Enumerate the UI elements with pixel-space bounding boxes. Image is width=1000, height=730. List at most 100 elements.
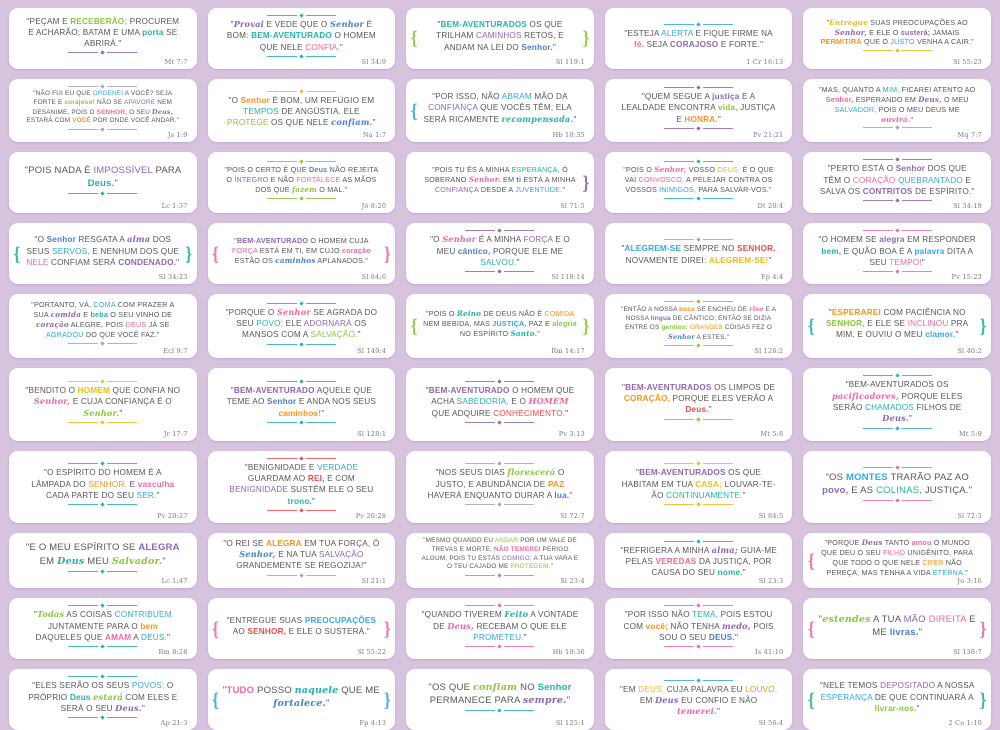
verse-card: "Provai E VEDE QUE O Senhor É BOM: BEM-A… <box>207 8 396 69</box>
flourish-ornament: { <box>807 550 816 572</box>
divider-ornament <box>267 89 336 94</box>
divider-ornament <box>267 159 336 164</box>
verse-reference: Sl 128:1 <box>357 429 387 438</box>
divider-ornament <box>465 461 534 466</box>
verse-text: "NOS SEUS DIAS florescerá O JUSTO, E ABU… <box>427 467 573 500</box>
verse-card: "PERTO ESTÁ O Senhor DOS QUE TÊM O CORAÇ… <box>803 152 991 214</box>
verse-text: "O Senhor RESGATA A alma DOS SEUS SERVOS… <box>26 234 180 267</box>
divider-ornament <box>68 191 137 196</box>
verse-text: "BEM-AVENTURADO AQUELE QUE TEME AO Senho… <box>226 386 377 418</box>
verse-reference: Lc 1:37 <box>161 202 188 211</box>
verse-card: "BEM-AVENTURADOS OS LIMPOS DE CORAÇÃO, P… <box>604 368 793 441</box>
verse-reference: Jo 3:16 <box>957 577 982 586</box>
verse-reference: Sl 34:23 <box>158 273 188 282</box>
verse-card: "EM DEUS, CUJA PALAVRA EU LOUVO, EM Deus… <box>604 669 793 730</box>
divider-ornament <box>267 572 336 578</box>
verse-reference: Sl 55:22 <box>357 648 387 657</box>
divider-ornament <box>68 502 137 507</box>
divider-ornament <box>267 301 336 306</box>
verse-card: "BEM-AVENTURADO O HOMEM CUJA FORÇA ESTÁ … <box>207 223 396 285</box>
flourish-ornament: { <box>211 618 220 640</box>
flourish-ornament: } <box>582 172 590 194</box>
divider-ornament <box>465 603 534 608</box>
verse-card: "BEM-AVENTURADO O HOMEM QUE ACHA SABEDOR… <box>406 368 594 441</box>
verse-reference: Rm 14:17 <box>551 347 585 356</box>
divider-ornament <box>664 299 733 304</box>
verse-card: "PORQUE O Senhor SE AGRADA DO SEU POVO; … <box>207 294 396 359</box>
verse-text: "EM DEUS, CUJA PALAVRA EU LOUVO, EM Deus… <box>619 684 778 717</box>
verse-text: "O REI SE ALEGRA EM TUA FORÇA, Ó Senhor,… <box>223 538 380 571</box>
verse-card: "O HOMEM SE alegra EM RESPONDER bem, E Q… <box>803 223 991 285</box>
verse-card: "O REI SE ALEGRA EM TUA FORÇA, Ó Senhor,… <box>207 532 396 589</box>
verse-card: "ENTÃO A NOSSA boca SE ENCHEU DE riso E … <box>604 294 793 359</box>
verse-text: "BEM-AVENTURADO O HOMEM CUJA FORÇA ESTÁ … <box>231 236 371 266</box>
divider-ornament <box>664 416 733 422</box>
flourish-ornament: } <box>979 618 987 640</box>
verse-reference: Sl 125:1 <box>555 719 585 728</box>
divider-ornament <box>664 237 733 242</box>
verse-text: "PERTO ESTÁ O Senhor DOS QUE TÊM O CORAÇ… <box>819 164 975 196</box>
verse-card: "BENDITO O HOMEM QUE CONFIA NO Senhor, E… <box>9 368 197 441</box>
flourish-ornament: { <box>410 27 418 49</box>
verse-text: "POR ISSO, NÃO ABRAM MÃO DA CONFIANÇA QU… <box>423 92 577 124</box>
verse-text: "REFRIGERA A MINHA alma; GUIA-ME PELAS V… <box>620 544 777 578</box>
verse-card: "MAS, QUANTO A MIM, FICAREI ATENTO AO Se… <box>803 78 991 143</box>
verse-reference: Jr 17:7 <box>163 429 188 438</box>
divider-ornament <box>863 125 932 131</box>
verse-reference: Sl 56:4 <box>758 719 784 728</box>
verse-text: "PORQUE O Senhor SE AGRADA DO SEU POVO; … <box>225 306 378 340</box>
verse-card: "Entregue SUAS PREOCUPAÇÕES AO Senhor, E… <box>803 8 991 69</box>
verse-card: "NELE TEMOS DEPOSITADO A NOSSA ESPERANÇA… <box>803 669 991 730</box>
flourish-ornament: } <box>979 689 987 711</box>
flourish-ornament: } <box>383 243 392 265</box>
verse-card: "NÃO FUI EU QUE ORDENEI A VOCÊ? SEJA FOR… <box>9 78 197 143</box>
flourish-ornament: { <box>410 315 418 337</box>
divider-ornament <box>465 644 534 649</box>
verse-text: "POR ISSO NÃO TEMA, POIS ESTOU COM você;… <box>623 610 774 642</box>
verse-card: "BEM-AVENTURADOS OS QUE HABITAM EM TUA C… <box>604 450 793 523</box>
verse-text: "ALEGREM-SE SEMPRE NO SENHOR. NOVAMENTE … <box>621 244 776 265</box>
verse-card: "QUANDO TIVEREM Feito A VONTADE DE Deus,… <box>406 598 594 660</box>
verse-card: "REFRIGERA A MINHA alma; GUIA-ME PELAS V… <box>604 532 793 589</box>
flourish-ornament: } <box>184 243 193 265</box>
verse-text: "TUDO POSSO naquele QUE ME fortalece." <box>222 685 380 710</box>
verse-text: "POIS O CERTO É QUE Deus NÃO REJEITA O Í… <box>224 165 379 195</box>
verse-text: "Entregue SUAS PREOCUPAÇÕES AO Senhor, E… <box>820 17 974 47</box>
verse-reference: Sl 23:3 <box>758 577 784 586</box>
verse-reference: Hb 10:36 <box>552 648 585 657</box>
verse-reference: Js 1:9 <box>167 131 188 140</box>
divider-ornament <box>267 508 336 513</box>
verse-card: "BENIGNIDADE E VERDADE GUARDAM AO REI, E… <box>207 450 396 523</box>
divider-ornament <box>68 50 137 56</box>
verse-reference: Ecl 9:7 <box>163 347 188 356</box>
verse-card: "PEÇAM E RECEBERÃO; PROCUREM E ACHARÃO; … <box>9 8 197 69</box>
verse-reference: Pv 21:21 <box>752 131 784 140</box>
verse-reference: Sl 84:5 <box>758 511 784 520</box>
flourish-ornament: { <box>211 243 220 265</box>
divider-ornament <box>664 603 733 608</box>
verse-card: "POR ISSO, NÃO ABRAM MÃO DA CONFIANÇA QU… <box>406 78 594 143</box>
verse-text: "QUANDO TIVEREM Feito A VONTADE DE Deus,… <box>421 609 579 642</box>
verse-reference: Pv 3:13 <box>558 429 585 438</box>
divider-ornament <box>267 342 336 347</box>
verse-card: "OS MONTES TRARÃO PAZ AO povo, E AS COLI… <box>803 450 991 523</box>
verse-text: "POIS NADA É IMPOSSÍVEL PARA Deus." <box>24 164 181 189</box>
verse-reference: Mt 5:9 <box>959 429 982 438</box>
verse-card: "POIS O Senhor, VOSSO DEUS, É O QUE VAI … <box>604 152 793 214</box>
divider-ornament <box>664 461 733 466</box>
verse-text: "BEM-AVENTURADOS OS LIMPOS DE CORAÇÃO, P… <box>621 382 776 415</box>
verse-text: "O HOMEM SE alegra EM RESPONDER bem, E Q… <box>818 235 976 267</box>
verse-card: "O Senhor É A MINHA FORÇA E O MEU cântic… <box>406 223 594 285</box>
divider-ornament <box>267 54 336 59</box>
verse-reference: Na 1:7 <box>362 131 387 140</box>
verse-card: "TUDO POSSO naquele QUE ME fortalece."{}… <box>207 669 396 730</box>
verse-reference: Fp 4:4 <box>760 273 784 282</box>
verse-reference: Sl 40:2 <box>957 347 982 356</box>
divider-ornament <box>68 84 137 89</box>
verse-reference: Mt 7:7 <box>164 57 188 66</box>
verse-text: "PEÇAM E RECEBERÃO; PROCUREM E ACHARÃO; … <box>26 16 180 49</box>
divider-ornament <box>664 126 733 131</box>
verse-reference: Sl 72:7 <box>560 511 585 520</box>
verse-card: "BEM-AVENTURADO AQUELE QUE TEME AO Senho… <box>207 368 396 441</box>
verse-reference: Sl 149:4 <box>357 347 387 356</box>
